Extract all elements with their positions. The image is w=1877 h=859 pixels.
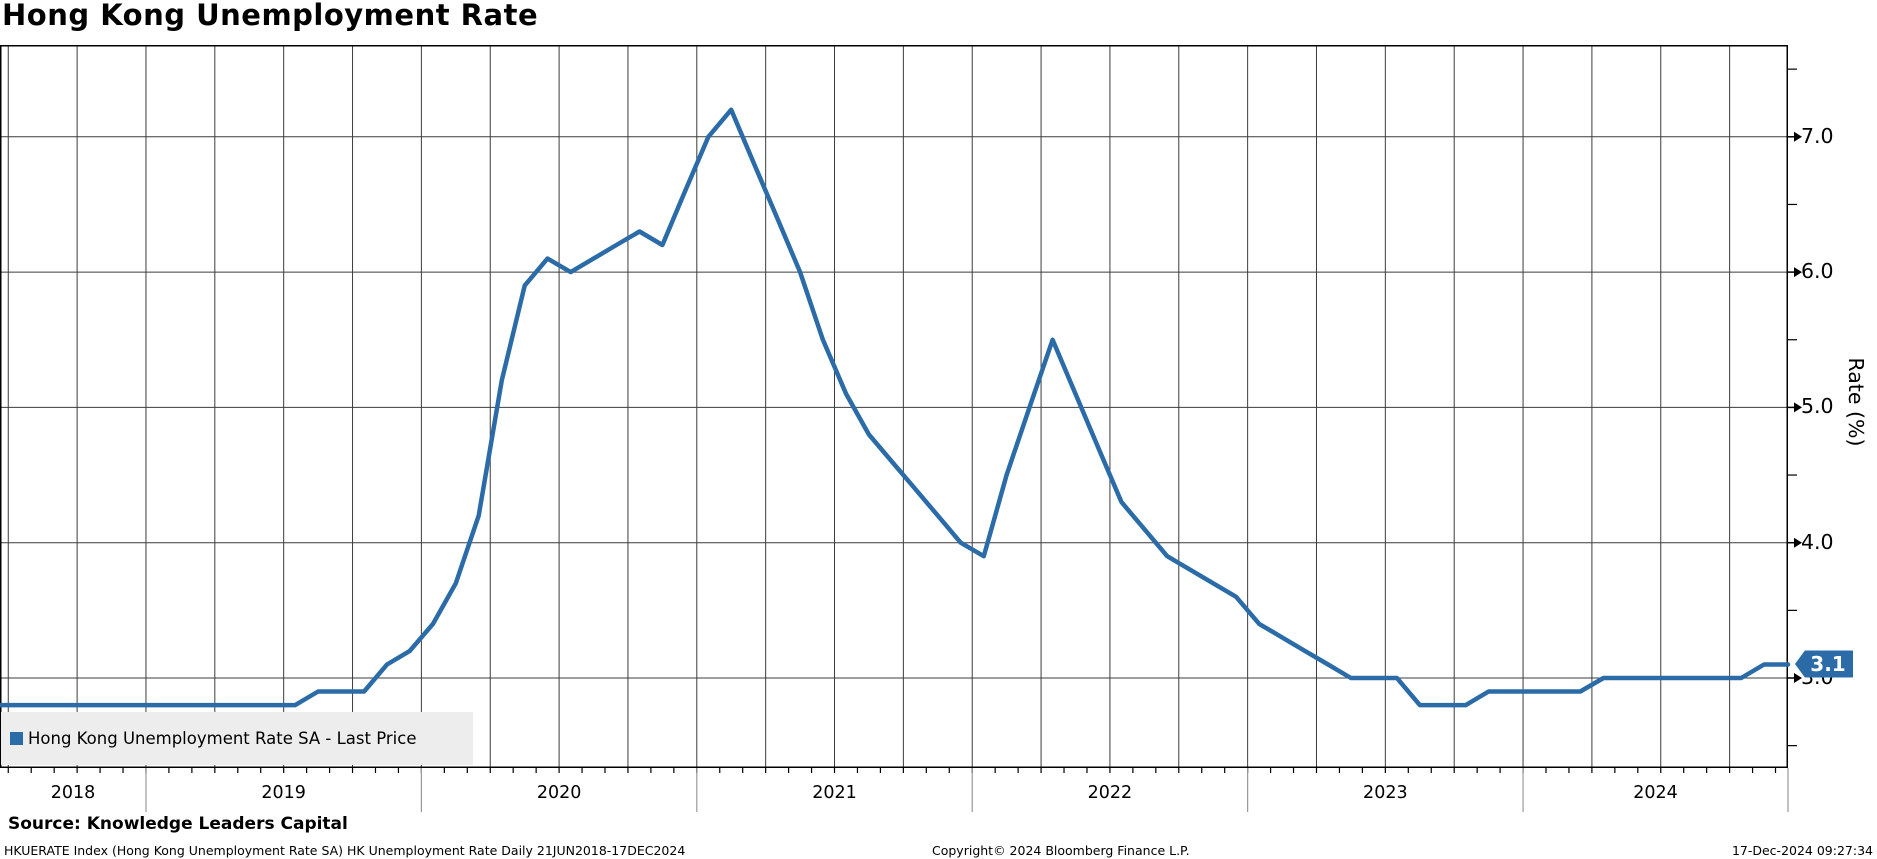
x-axis-year-label: 2022	[1087, 783, 1133, 803]
chart-timestamp: 17-Dec-2024 09:27:34	[1731, 843, 1873, 858]
series-line	[0, 107, 1791, 708]
x-axis-year-label: 2023	[1363, 783, 1408, 803]
y-tick-arrow-icon	[1794, 673, 1802, 683]
x-axis-year-label: 2021	[812, 783, 857, 803]
y-tick-arrow-icon	[1794, 537, 1802, 548]
last-price-value: 3.1	[1810, 652, 1846, 676]
last-price-badge: 3.1	[1795, 650, 1853, 678]
x-axis-year-label: 2024	[1633, 783, 1678, 803]
y-axis-tick-label: 5.0	[1801, 394, 1834, 419]
y-axis-tick-label: 6.0	[1801, 259, 1834, 284]
y-axis-tick-label: 4.0	[1801, 529, 1834, 554]
plot-border	[0, 45, 1788, 768]
x-axis-year-label: 2019	[261, 783, 306, 803]
x-axis-year-label: 2018	[50, 783, 96, 803]
y-tick-arrow-icon	[1794, 402, 1802, 413]
legend-series-label[interactable]: Hong Kong Unemployment Rate SA - Last Pr…	[28, 729, 417, 748]
source-attribution: Source: Knowledge Leaders Capital	[8, 814, 348, 834]
y-axis-title: Rate (%)	[1844, 357, 1868, 447]
x-axis-year-label: 2020	[536, 783, 582, 803]
ticker-description: HKUERATE Index (Hong Kong Unemployment R…	[4, 843, 686, 858]
legend-series-swatch-icon	[10, 732, 23, 745]
chart-plot-area	[0, 45, 1802, 812]
y-axis-tick-label: 7.0	[1801, 123, 1834, 148]
y-tick-arrow-icon	[1794, 131, 1802, 142]
chart-legend: Hong Kong Unemployment Rate SA - Last Pr…	[1, 712, 473, 765]
page-title: Hong Kong Unemployment Rate	[2, 0, 539, 32]
copyright-notice: Copyright© 2024 Bloomberg Finance L.P.	[932, 843, 1190, 858]
y-tick-arrow-icon	[1794, 267, 1802, 278]
